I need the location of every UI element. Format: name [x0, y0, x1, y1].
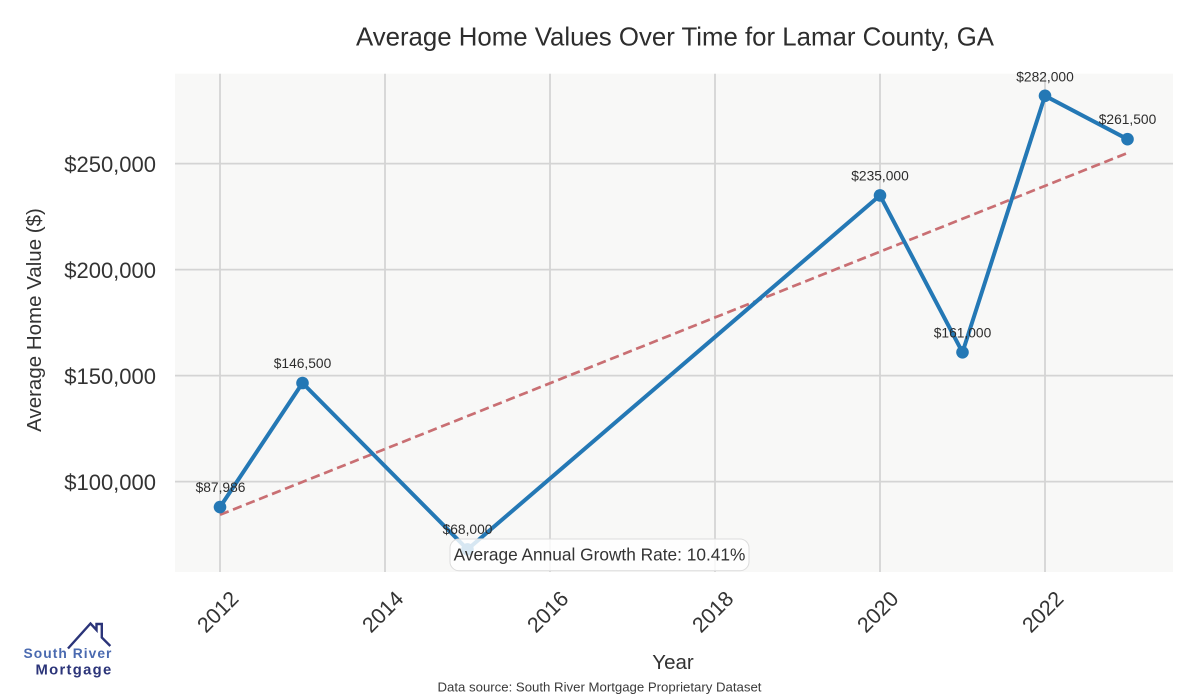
svg-text:2012: 2012 [193, 587, 244, 638]
svg-text:Mortgage: Mortgage [36, 663, 113, 679]
svg-text:Average Home Values Over Time: Average Home Values Over Time for Lamar … [356, 23, 995, 51]
svg-text:$68,000: $68,000 [443, 522, 493, 537]
svg-text:Data source: South River Mortg: Data source: South River Mortgage Propri… [438, 680, 762, 695]
svg-text:$235,000: $235,000 [851, 168, 909, 183]
svg-text:$161,000: $161,000 [934, 326, 992, 341]
svg-text:$250,000: $250,000 [64, 152, 156, 177]
svg-text:$282,000: $282,000 [1016, 69, 1074, 84]
svg-text:Average Home Value ($): Average Home Value ($) [23, 208, 46, 432]
svg-text:$261,500: $261,500 [1099, 112, 1157, 127]
svg-text:South River: South River [24, 646, 113, 661]
svg-text:2014: 2014 [358, 587, 409, 638]
svg-text:2020: 2020 [853, 587, 904, 638]
svg-text:2018: 2018 [688, 587, 739, 638]
svg-text:Average Annual Growth Rate: 10: Average Annual Growth Rate: 10.41% [454, 545, 746, 565]
svg-text:$146,500: $146,500 [274, 356, 332, 371]
svg-text:$100,000: $100,000 [64, 470, 156, 495]
svg-text:$200,000: $200,000 [64, 258, 156, 283]
svg-text:Year: Year [652, 651, 694, 674]
svg-text:2016: 2016 [523, 587, 574, 638]
svg-text:2022: 2022 [1018, 587, 1069, 638]
svg-text:$150,000: $150,000 [64, 364, 156, 389]
svg-text:$87,986: $87,986 [196, 480, 246, 495]
